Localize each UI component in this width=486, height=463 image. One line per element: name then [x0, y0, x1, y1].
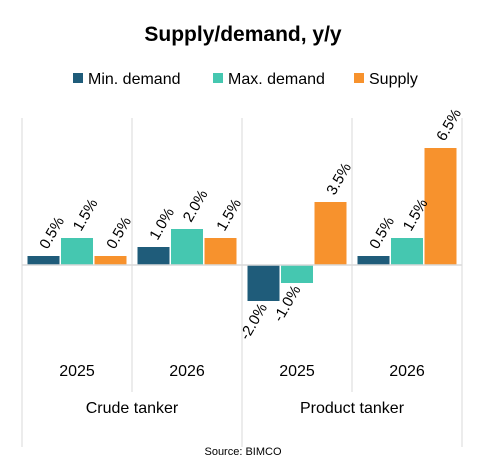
- plot-area: 0.5% 1.5% 0.5% 1.0% 2.0% 1.5%-2.0% -1.0%3.5%0.…: [21, 106, 465, 447]
- bar-min-demand-2: [137, 247, 170, 265]
- bar-max-demand-4: [391, 238, 423, 265]
- tick-labels: 2025 2026 2025 2026: [59, 363, 425, 380]
- bar-supply-2: [204, 238, 237, 265]
- x-tick-label-1: 2025: [59, 363, 95, 380]
- data-label-supply-2: 1.5%: [213, 196, 245, 234]
- data-label-supply-1: 0.5%: [103, 214, 135, 252]
- group-label-2: Product tanker: [300, 400, 405, 417]
- bar-max-demand-3: [281, 265, 313, 283]
- legend-swatch-1: [73, 73, 83, 83]
- legend-swatch-3: [354, 73, 364, 83]
- legend: Min. demand Max. demand Supply: [73, 71, 418, 88]
- chart-title: Supply/demand, y/y: [144, 23, 342, 46]
- bar-max-demand-2: [171, 229, 203, 265]
- legend-label-3: Supply: [369, 71, 418, 88]
- bar-supply-3: [314, 202, 347, 265]
- bar-supply-1: [94, 256, 127, 265]
- legend-label-2: Max. demand: [228, 71, 325, 88]
- group-labels: Crude tanker Product tanker: [86, 400, 405, 417]
- bar-min-demand-3: [247, 265, 280, 301]
- data-label-supply-3: 3.5%: [323, 160, 355, 198]
- data-label-supply-4: 6.5%: [433, 106, 465, 144]
- x-tick-label-2: 2026: [169, 363, 205, 380]
- source-label: Source: BIMCO: [204, 446, 281, 458]
- bar-min-demand-1: [27, 256, 60, 265]
- group-label-1: Crude tanker: [86, 400, 179, 417]
- bar-supply-4: [424, 148, 457, 265]
- bars: [27, 148, 457, 301]
- x-tick-label-3: 2025: [279, 363, 315, 380]
- bar-max-demand-1: [61, 238, 93, 265]
- x-tick-label-4: 2026: [389, 363, 425, 380]
- data-label-max-demand-2: 2.0%: [180, 187, 212, 225]
- axes: [21, 118, 463, 447]
- data-labels: 0.5% 1.5% 0.5% 1.0% 2.0% 1.5%-2.0% -1.0%3.5%0.…: [36, 106, 465, 343]
- legend-swatch-2: [213, 73, 223, 83]
- data-label-max-demand-1: 1.5%: [70, 196, 102, 234]
- legend-label-1: Min. demand: [88, 71, 181, 88]
- bar-min-demand-4: [357, 256, 390, 265]
